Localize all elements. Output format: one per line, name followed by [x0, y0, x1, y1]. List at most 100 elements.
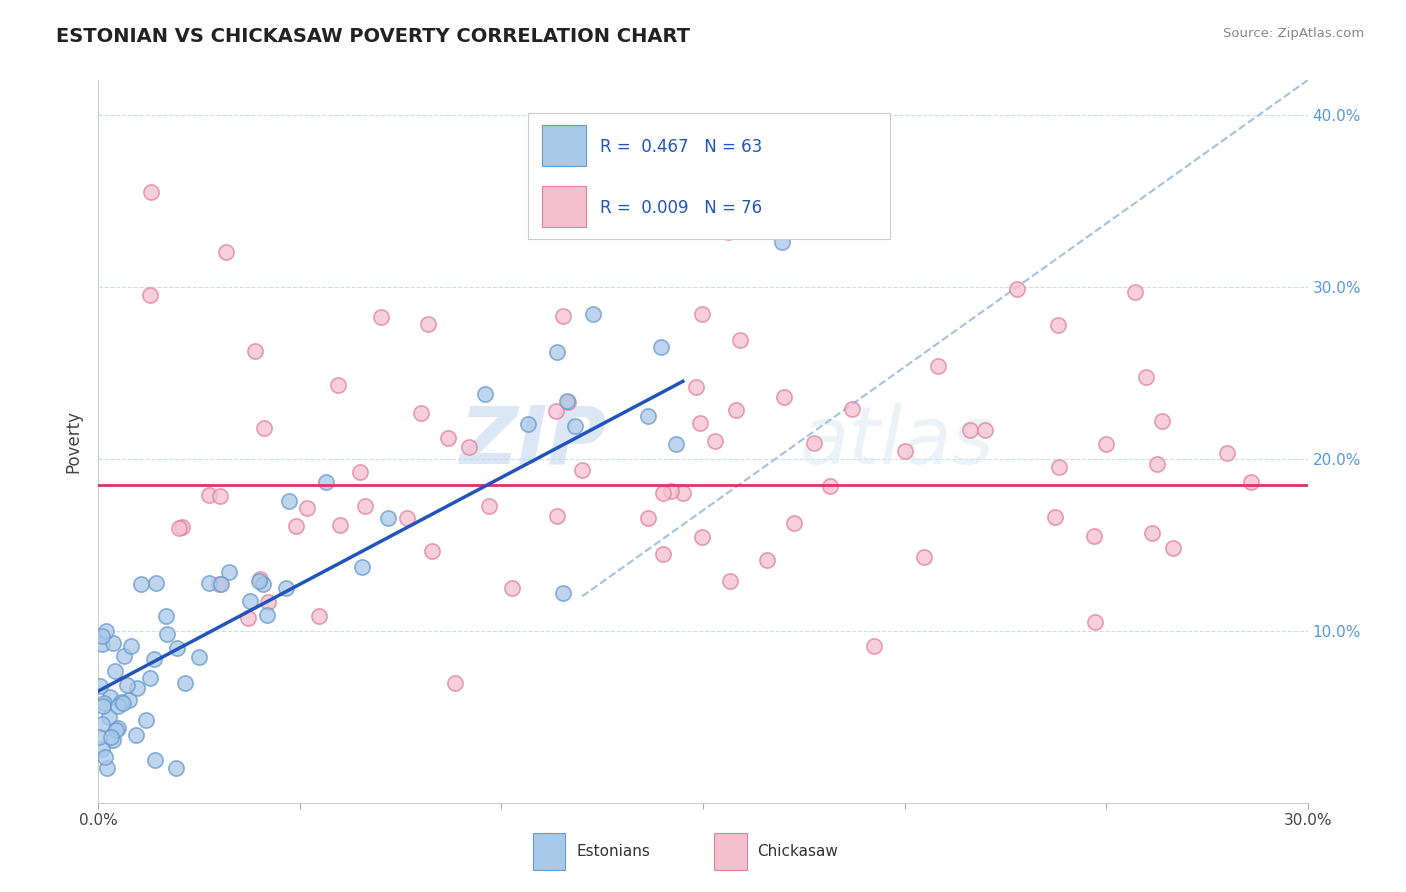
Point: [1095, 437, 1118, 451]
Point: [1043, 509, 1066, 524]
Point: [959, 423, 981, 437]
Point: [249, 572, 271, 586]
Y-axis label: Poverty: Poverty: [65, 410, 83, 473]
Point: [974, 423, 997, 437]
Point: [783, 516, 806, 530]
Point: [571, 463, 593, 477]
Point: [247, 574, 270, 589]
Point: [478, 500, 501, 514]
Point: [717, 225, 740, 239]
Text: ZIP: ZIP: [458, 402, 606, 481]
Point: [285, 518, 308, 533]
Point: [685, 380, 707, 394]
Point: [665, 437, 688, 451]
Point: [308, 609, 330, 624]
Point: [90, 716, 112, 731]
Point: [239, 593, 262, 607]
Point: [650, 340, 672, 354]
Point: [91, 741, 114, 756]
Point: [118, 693, 141, 707]
Point: [114, 648, 136, 663]
Point: [170, 520, 193, 534]
Point: [104, 664, 127, 678]
Point: [91, 699, 114, 714]
Point: [91, 629, 114, 643]
Point: [139, 287, 162, 301]
Point: [772, 390, 794, 404]
Point: [198, 576, 221, 591]
Point: [257, 595, 280, 609]
Point: [689, 416, 711, 430]
Point: [238, 611, 260, 625]
Point: [256, 607, 278, 622]
Point: [94, 624, 117, 639]
Point: [278, 493, 301, 508]
Point: [912, 549, 935, 564]
Point: [551, 310, 574, 324]
Point: [198, 488, 221, 502]
Point: [93, 749, 115, 764]
Point: [1046, 318, 1069, 332]
Point: [315, 475, 337, 489]
Point: [165, 761, 187, 775]
Point: [501, 581, 523, 595]
Point: [724, 402, 747, 417]
Point: [295, 501, 318, 516]
Point: [370, 310, 392, 324]
Point: [87, 731, 110, 745]
Point: [546, 509, 568, 524]
Point: [101, 732, 124, 747]
Point: [409, 406, 432, 420]
Point: [209, 577, 232, 591]
Point: [187, 650, 209, 665]
Point: [138, 671, 160, 685]
Point: [107, 699, 129, 714]
Point: [1142, 525, 1164, 540]
Point: [274, 581, 297, 595]
Point: [155, 609, 177, 624]
Point: [98, 710, 121, 724]
Point: [553, 586, 575, 600]
Point: [718, 574, 741, 589]
Point: [651, 486, 673, 500]
Text: ESTONIAN VS CHICKASAW POVERTY CORRELATION CHART: ESTONIAN VS CHICKASAW POVERTY CORRELATIO…: [56, 27, 690, 45]
Point: [516, 417, 538, 431]
Point: [100, 690, 122, 704]
Point: [135, 713, 157, 727]
Point: [420, 543, 443, 558]
Point: [96, 761, 118, 775]
Point: [474, 387, 496, 401]
Point: [546, 345, 568, 359]
Point: [90, 637, 112, 651]
Point: [208, 577, 231, 591]
Point: [111, 696, 134, 710]
Point: [1005, 282, 1028, 296]
Point: [104, 723, 127, 737]
Point: [557, 395, 579, 409]
Point: [863, 639, 886, 653]
Point: [167, 521, 190, 535]
Point: [245, 344, 267, 359]
Point: [326, 377, 349, 392]
Point: [354, 499, 377, 513]
Point: [436, 431, 458, 445]
Point: [458, 441, 481, 455]
Point: [1163, 541, 1185, 556]
Point: [1123, 285, 1146, 300]
Point: [443, 676, 465, 690]
Point: [730, 333, 752, 347]
Point: [120, 639, 142, 653]
Point: [637, 409, 659, 423]
Point: [557, 393, 579, 408]
Point: [93, 696, 115, 710]
Point: [1240, 475, 1263, 489]
Point: [252, 577, 274, 591]
Point: [803, 435, 825, 450]
Point: [637, 511, 659, 525]
Point: [659, 483, 682, 498]
Point: [350, 560, 373, 574]
Point: [1084, 615, 1107, 630]
Point: [125, 728, 148, 742]
Point: [894, 444, 917, 458]
Point: [582, 307, 605, 321]
